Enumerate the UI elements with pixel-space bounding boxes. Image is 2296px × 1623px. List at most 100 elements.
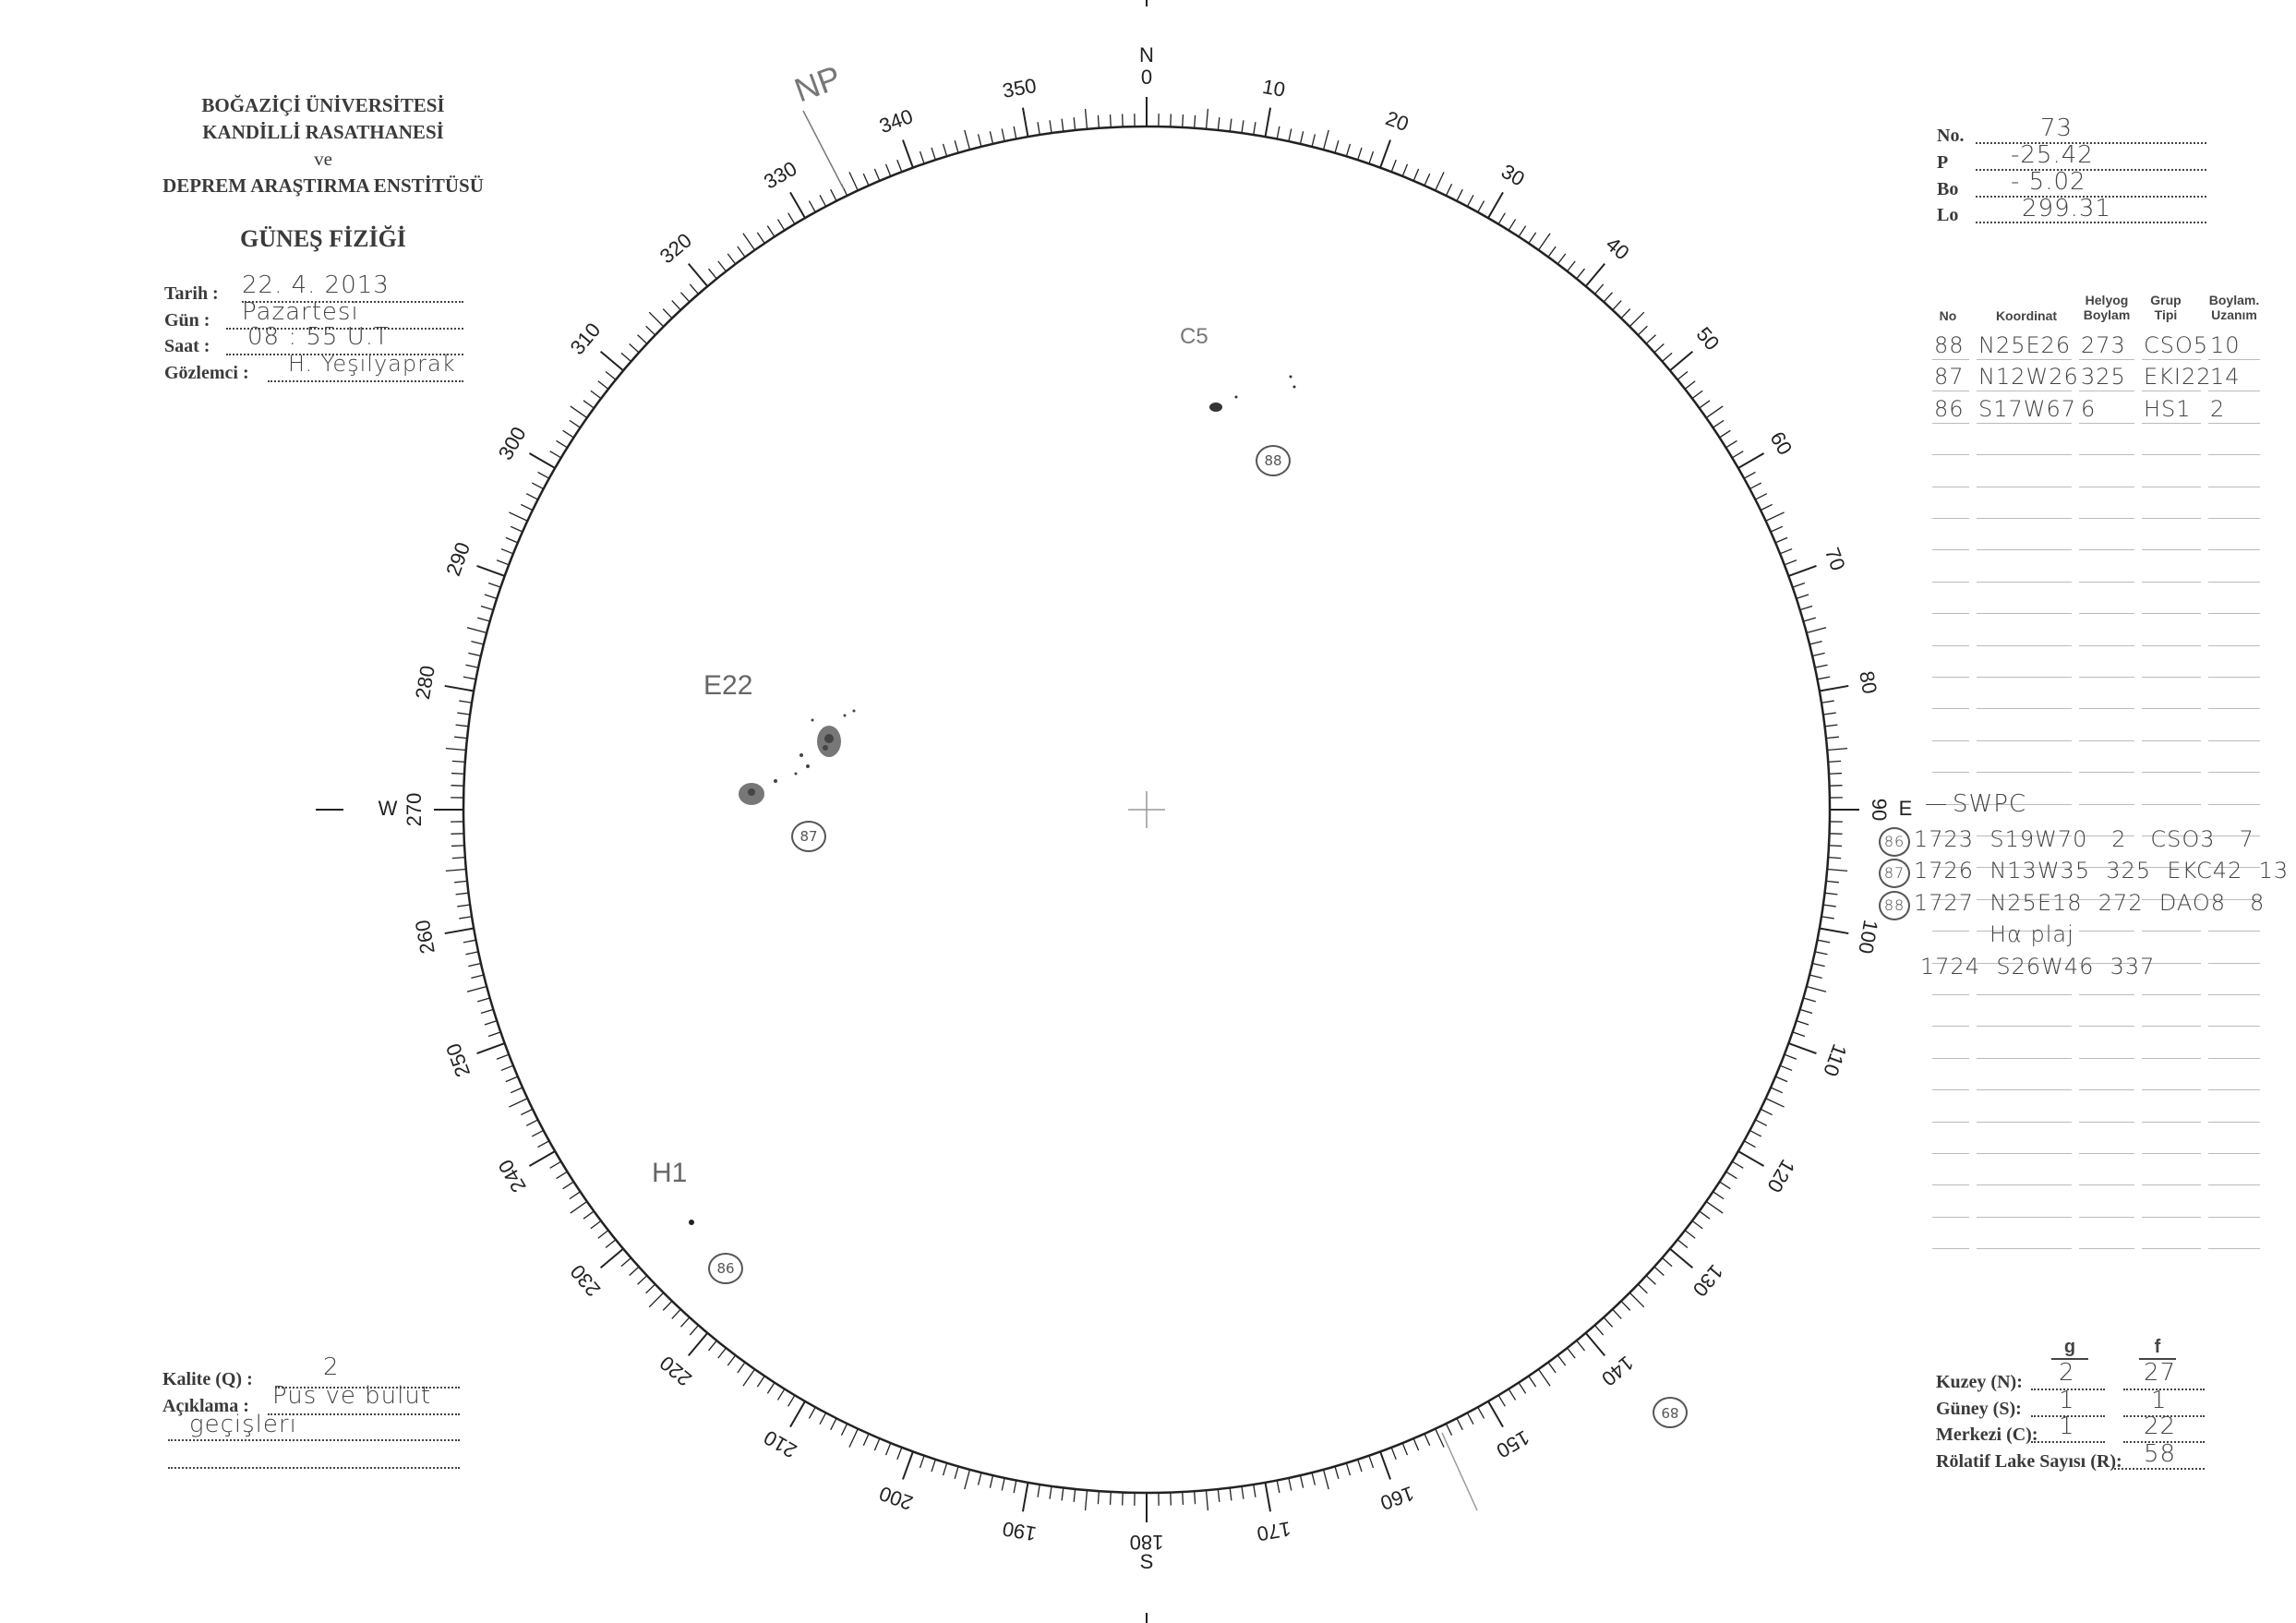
center-g[interactable]: 1 [2059,1413,2075,1440]
comment-label: Açıklama : [162,1396,249,1416]
table-rule [2079,898,2134,900]
south-pole-line [1441,1432,1478,1511]
observer-value[interactable]: H. Yeşilyaprak [288,351,456,377]
scale-tick [1719,429,1731,439]
scale-tick [1774,536,1788,544]
day-value[interactable]: Pazartesi [242,298,359,326]
scale-tick [1061,118,1064,132]
table-rule [2142,1026,2201,1028]
scale-tick [787,212,796,225]
no-value[interactable]: 73 [2040,114,2074,142]
scale-tick [1669,351,1694,372]
scale-tick [476,565,505,577]
scale-tick [468,652,482,657]
scale-tick [1620,308,1631,319]
table-rule [1932,962,1969,964]
table-rule [1977,867,2072,869]
sunspot-group-86 [689,1220,694,1225]
table-cell: 325 [2081,364,2126,391]
scale-tick [1828,856,1842,860]
scale-tick [509,511,528,522]
scale-tick [840,1423,848,1436]
r-value[interactable]: 58 [2144,1440,2177,1468]
swpc-row: Hα plaj [1989,921,2074,947]
scale-tick [1612,300,1622,311]
table-rule [2079,1121,2134,1123]
scale-tick [583,400,595,409]
scale-tick [500,547,514,555]
table-rule [1932,867,1969,869]
south-g[interactable]: 1 [2059,1387,2075,1414]
comment-line-1[interactable]: Pus ve bulut [272,1382,432,1410]
scale-tick [620,1256,631,1268]
table-rule [1977,581,2072,583]
north-f[interactable]: 27 [2144,1359,2177,1387]
date-value[interactable]: 22. 4. 2013 [242,271,390,299]
north-g[interactable]: 2 [2059,1359,2075,1387]
table-rule [1932,1216,1969,1218]
scale-tick [1817,939,1831,944]
scale-tick [1466,194,1474,207]
scale-tick [884,1442,892,1456]
table-rule [2142,359,2201,360]
scale-tick [707,1340,717,1352]
scale-tick [1827,747,1848,751]
scale-tick [1229,1487,1232,1501]
scale-tick [480,1008,494,1015]
comment-line-2[interactable]: geçişleri [189,1411,297,1438]
scale-tick [1788,1042,1817,1054]
scale-tick [648,311,665,328]
scale-tick [1806,627,1827,634]
quality-value[interactable]: 2 [323,1353,340,1381]
p-value[interactable]: -25.42 [2011,141,2094,169]
institution-line-3: ve [314,148,332,170]
scale-tick [919,150,925,164]
scale-tick [1669,1247,1694,1268]
scale-tick [463,676,476,680]
scale-tick [1013,1480,1017,1494]
scale-tick [1241,120,1244,134]
bo-value[interactable]: - 5.02 [2011,168,2086,196]
scale-label: 230 [566,1260,606,1301]
swpc-ref-circle: 86 [1879,827,1910,857]
table-rule [1932,994,1969,995]
scale-tick [1677,370,1689,380]
scale-tick [989,1474,994,1488]
scale-tick [717,1347,727,1359]
scale-tick [1792,1031,1806,1038]
table-rule [2079,613,2134,615]
lo-value[interactable]: 299.31 [2022,195,2111,222]
col-grup-tipi: Grup Tipi [2150,293,2182,322]
swpc-row-text: Hα plaj [1989,921,2074,948]
table-rule [2208,931,2260,932]
table-cell: 14 [2210,364,2241,391]
table-rule [2079,962,2134,964]
scale-label: 110 [1819,1041,1851,1080]
center-f[interactable]: 22 [2144,1413,2177,1440]
scale-tick [528,1150,556,1167]
time-value[interactable]: 08 : 55 U.T [247,323,390,351]
table-rule [2208,772,2260,774]
scale-tick [1390,1447,1397,1461]
table-rule [2208,803,2260,805]
scale-tick [1814,664,1828,668]
scale-tick [756,232,765,244]
scale-tick [919,1455,925,1469]
table-rule [1977,1184,2072,1186]
scale-tick [531,1129,544,1137]
table-rule [2079,422,2134,424]
scale-tick [1809,640,1822,645]
swpc-row-text: 1724 S26W46 337 [1920,953,2156,980]
scale-tick [789,191,806,219]
scale-tick [1737,1150,1765,1167]
table-rule [1932,677,1969,678]
table-cell: 86 [1934,395,1965,422]
scale-tick [525,493,538,500]
scale-tick [500,1064,514,1072]
table-rule [1977,1026,2072,1028]
scale-tick [466,985,487,992]
south-f[interactable]: 1 [2151,1387,2168,1414]
scale-tick [662,308,673,319]
swpc-row: 88 1727 N25E18 272 DAO8 8 [1879,890,2265,920]
table-rule [2079,1057,2134,1059]
